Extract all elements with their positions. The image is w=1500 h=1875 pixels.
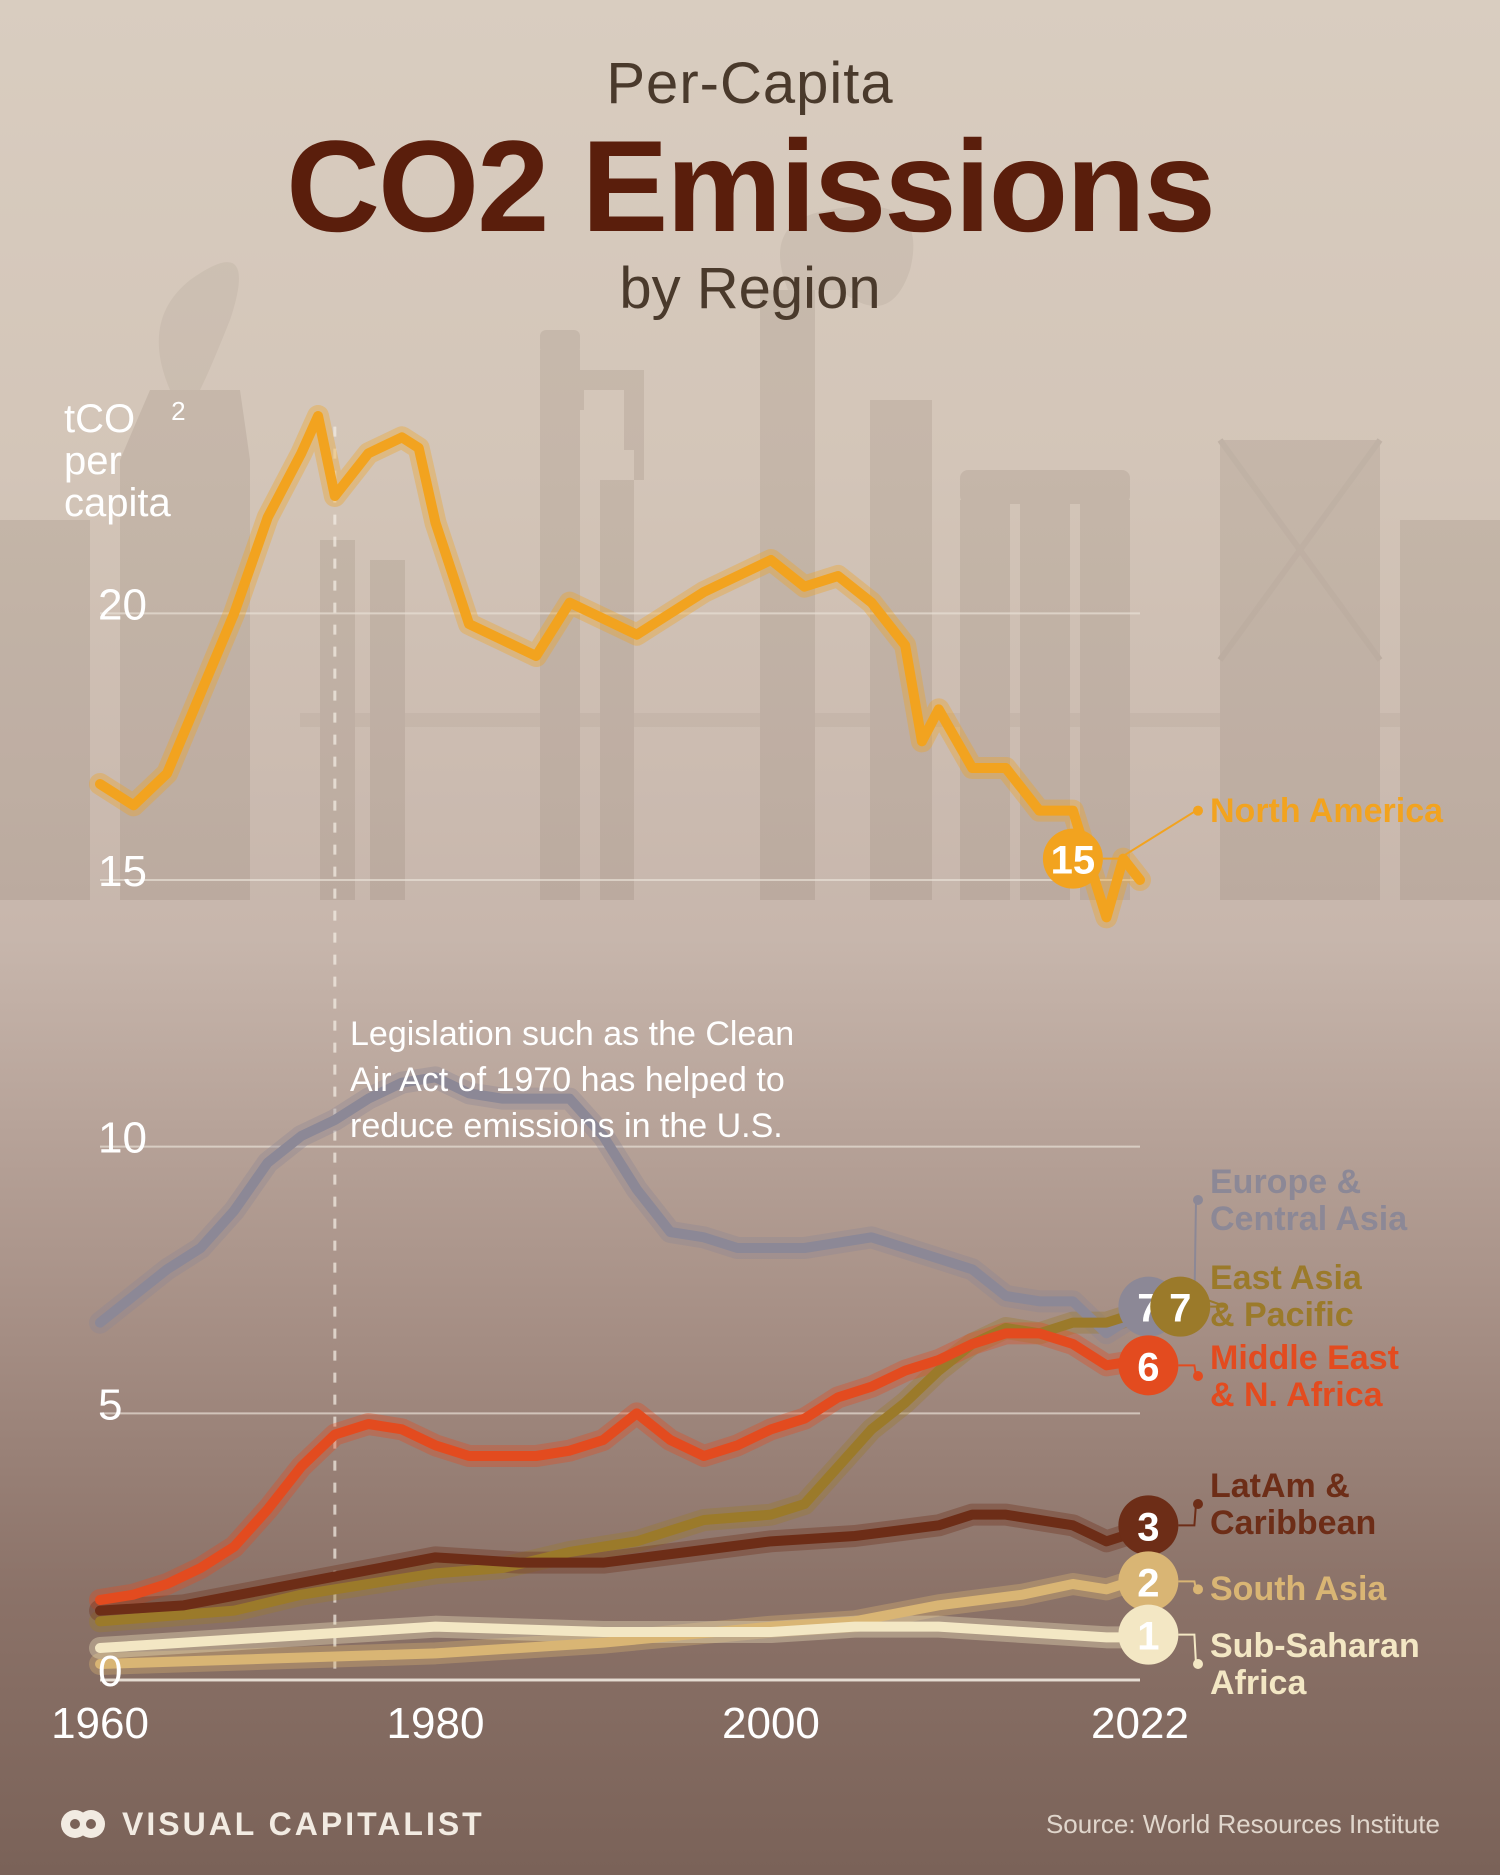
brand-icon bbox=[60, 1801, 106, 1847]
svg-text:0: 0 bbox=[98, 1647, 122, 1696]
infographic-canvas: Per-Capita CO2 Emissions by Region tCO2 … bbox=[0, 0, 1500, 1875]
svg-text:2000: 2000 bbox=[722, 1699, 820, 1748]
svg-text:15: 15 bbox=[1051, 839, 1096, 883]
footer: VISUAL CAPITALIST Source: World Resource… bbox=[0, 1801, 1500, 1847]
svg-text:3: 3 bbox=[1137, 1505, 1159, 1549]
svg-text:15: 15 bbox=[98, 847, 147, 896]
series-label-sub-saharan-africa: Sub-SaharanAfrica bbox=[1210, 1628, 1470, 1703]
svg-text:1960: 1960 bbox=[51, 1699, 149, 1748]
svg-text:2: 2 bbox=[1137, 1561, 1159, 1605]
svg-text:5: 5 bbox=[98, 1380, 122, 1429]
series-label-europe-central-asia: Europe &Central Asia bbox=[1210, 1164, 1470, 1239]
svg-text:7: 7 bbox=[1169, 1287, 1191, 1331]
title-line3: by Region bbox=[0, 255, 1500, 322]
series-line-north-america bbox=[100, 416, 1140, 917]
series-label-south-asia: South Asia bbox=[1210, 1571, 1470, 1608]
clean-air-annotation: Legislation such as the Clean Air Act of… bbox=[350, 1012, 810, 1150]
svg-text:1: 1 bbox=[1137, 1615, 1159, 1659]
brand-text: VISUAL CAPITALIST bbox=[122, 1806, 485, 1843]
series-label-north-america: North America bbox=[1210, 793, 1470, 830]
series-label-middle-east-n-africa: Middle East& N. Africa bbox=[1210, 1340, 1470, 1415]
title-line2: CO2 Emissions bbox=[0, 121, 1500, 251]
chart-title-block: Per-Capita CO2 Emissions by Region bbox=[0, 50, 1500, 322]
brand-block: VISUAL CAPITALIST bbox=[60, 1801, 485, 1847]
svg-text:20: 20 bbox=[98, 580, 147, 629]
svg-text:10: 10 bbox=[98, 1114, 147, 1163]
source-text: Source: World Resources Institute bbox=[1046, 1809, 1440, 1840]
svg-text:2022: 2022 bbox=[1091, 1699, 1189, 1748]
svg-text:1980: 1980 bbox=[387, 1699, 485, 1748]
svg-text:6: 6 bbox=[1137, 1345, 1159, 1389]
series-label-east-asia-pacific: East Asia& Pacific bbox=[1210, 1260, 1470, 1335]
title-line1: Per-Capita bbox=[0, 50, 1500, 117]
series-label-latam-caribbean: LatAm &Caribbean bbox=[1210, 1468, 1470, 1543]
series-line-east-asia-pacific bbox=[100, 1312, 1140, 1621]
